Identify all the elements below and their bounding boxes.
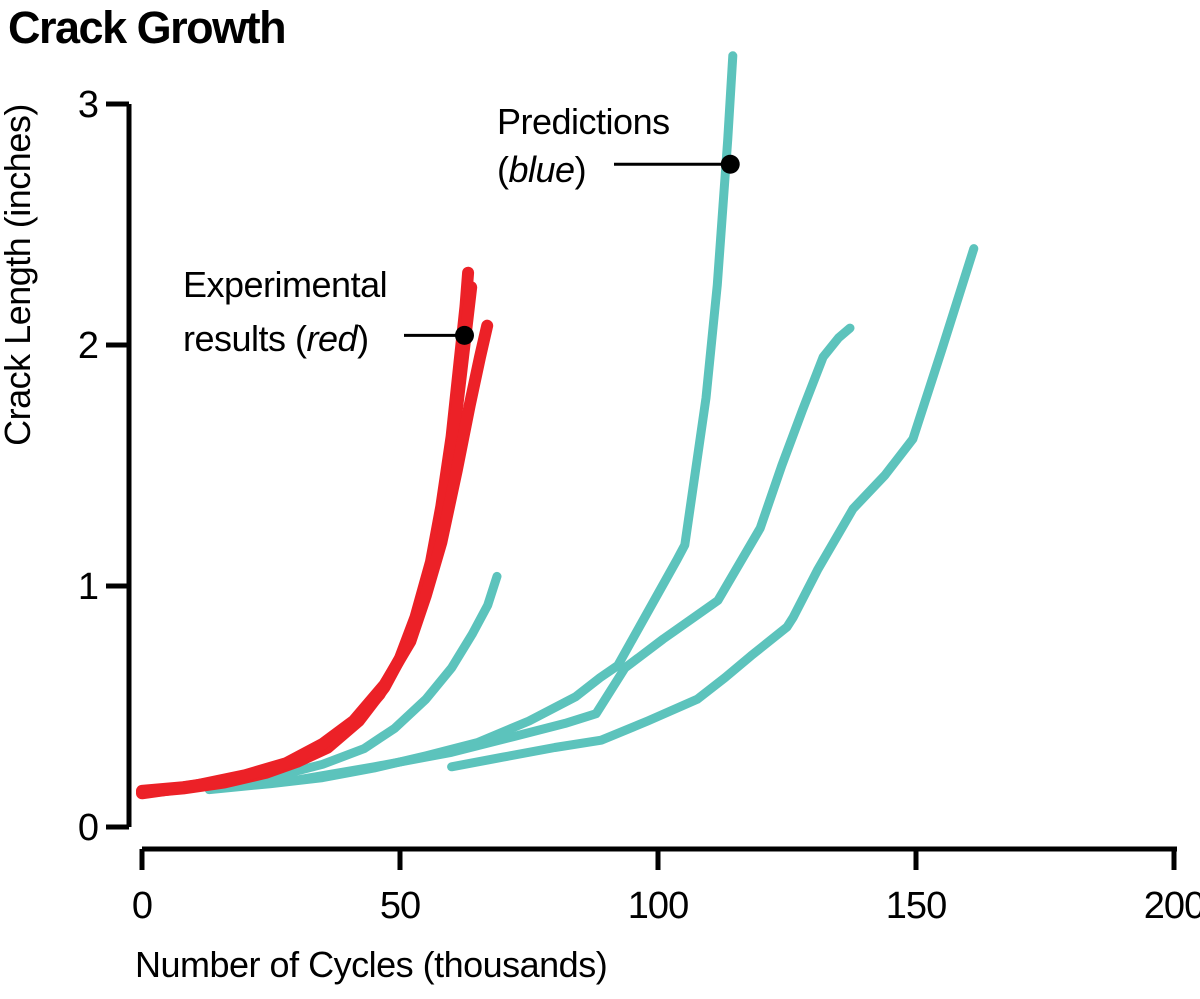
- x-tick-label-150: 150: [886, 885, 946, 927]
- annotation-dot-experimental: [455, 325, 474, 345]
- x-tick-label-200: 200: [1144, 885, 1200, 927]
- y-axis-title: Crack Length (inches): [0, 104, 38, 446]
- annotation-dot-predictions: [720, 154, 740, 174]
- annotation-predictions-line1: Predictions: [497, 101, 670, 142]
- y-tick-label-1: 1: [78, 566, 98, 608]
- annotation-predictions-line2: (blue): [497, 149, 586, 190]
- series-experimental-3: [136, 319, 494, 800]
- x-tick-label-50: 50: [380, 885, 420, 927]
- y-tick-label-3: 3: [78, 84, 98, 126]
- chart-title: Crack Growth: [8, 2, 287, 53]
- annotation-experimental-line1: Experimental: [183, 264, 387, 305]
- series-prediction-middle: [220, 323, 855, 792]
- series-experimental-2: [136, 281, 478, 799]
- y-tick-label-2: 2: [78, 325, 98, 367]
- y-tick-label-0: 0: [78, 807, 98, 849]
- series-prediction-right: [447, 244, 979, 772]
- x-tick-label-0: 0: [132, 885, 152, 927]
- x-tick-label-100: 100: [628, 885, 688, 927]
- series-prediction-short: [204, 571, 502, 792]
- x-axis-title: Number of Cycles (thousands): [135, 944, 607, 985]
- annotation-experimental-line2: results (red): [183, 318, 369, 359]
